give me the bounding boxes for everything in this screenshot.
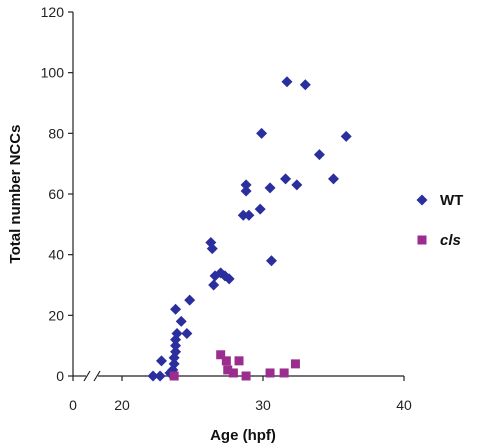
cls-data-point xyxy=(290,359,300,369)
wt-data-point xyxy=(175,315,187,327)
y-tick-label: 60 xyxy=(48,186,64,202)
wt-data-point xyxy=(168,358,180,370)
wt-data-point xyxy=(206,243,218,255)
wt-data-point xyxy=(237,209,249,221)
y-axis: 0 20 40 60 80 100 120 xyxy=(41,4,74,384)
wt-data-point xyxy=(264,182,276,194)
legend: WT cls xyxy=(416,192,463,249)
y-tick-label: 0 xyxy=(56,368,64,384)
axis-break-mark xyxy=(93,370,101,382)
wt-data-point xyxy=(171,328,183,340)
wt-data-point xyxy=(181,328,193,340)
wt-data-point xyxy=(299,79,311,91)
wt-data-point xyxy=(265,255,277,267)
legend-label: WT xyxy=(440,192,463,209)
cls-data-point xyxy=(265,368,275,378)
wt-data-point xyxy=(240,179,252,191)
wt-data-point xyxy=(223,273,235,285)
cls-data-point xyxy=(169,371,179,381)
x-axis: 0 20 30 40 xyxy=(69,370,412,413)
wt-legend-marker xyxy=(416,194,428,206)
wt-data-point xyxy=(170,346,182,358)
axis-break-mark xyxy=(83,370,91,382)
wt-data-point xyxy=(313,149,325,161)
cls-data-point xyxy=(241,371,251,381)
cls-data-point xyxy=(221,356,231,366)
y-tick-label: 80 xyxy=(48,125,64,141)
wt-data-point xyxy=(256,127,268,139)
cls-data-point xyxy=(216,350,226,360)
wt-data-point xyxy=(155,355,167,367)
data-points xyxy=(147,76,352,382)
wt-data-point xyxy=(281,76,293,88)
wt-data-point xyxy=(340,130,352,142)
cls-data-point xyxy=(234,356,244,366)
wt-data-point xyxy=(243,209,255,221)
x-tick-label: 0 xyxy=(69,397,77,413)
x-tick-label: 20 xyxy=(114,397,130,413)
wt-data-point xyxy=(154,370,166,382)
x-axis-title: Age (hpf) xyxy=(210,427,276,444)
wt-data-point xyxy=(280,173,292,185)
wt-data-point xyxy=(254,203,266,215)
y-tick-label: 120 xyxy=(41,4,65,20)
wt-data-point xyxy=(328,173,339,185)
wt-data-point xyxy=(170,340,182,352)
y-tick-label: 100 xyxy=(41,65,65,81)
wt-data-point xyxy=(147,370,159,382)
legend-label: cls xyxy=(440,232,461,249)
y-tick-label: 40 xyxy=(48,247,64,263)
cls-data-point xyxy=(223,365,233,375)
wt-data-point xyxy=(170,303,182,315)
wt-data-point xyxy=(240,185,252,197)
cls-data-point xyxy=(279,368,289,378)
wt-data-point xyxy=(184,294,196,306)
x-tick-label: 30 xyxy=(255,397,271,413)
wt-data-point xyxy=(208,279,220,291)
cls-legend-marker xyxy=(417,235,427,245)
x-tick-label: 40 xyxy=(396,397,412,413)
wt-data-point xyxy=(291,179,303,191)
y-axis-title: Total number NCCs xyxy=(7,125,24,264)
y-tick-label: 20 xyxy=(48,307,64,323)
cls-data-point xyxy=(228,368,238,378)
